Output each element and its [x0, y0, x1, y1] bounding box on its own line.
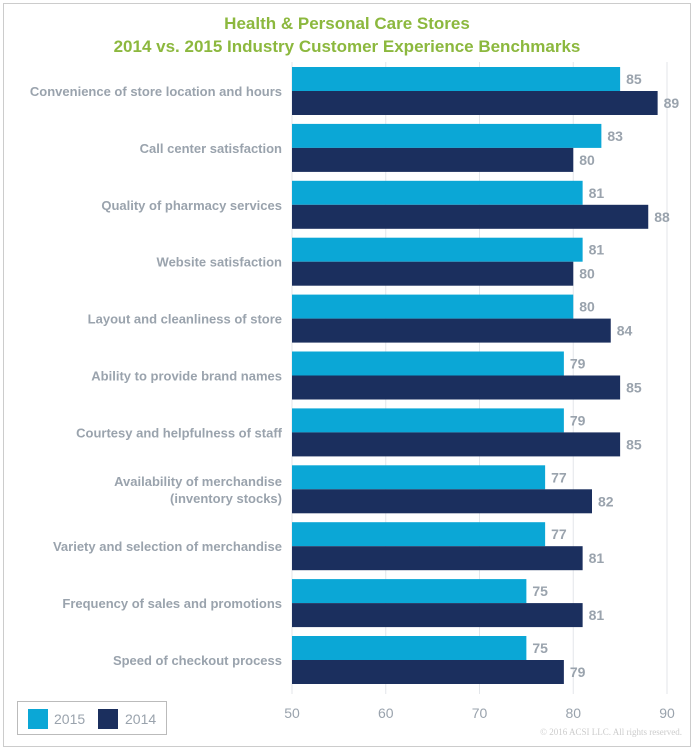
category-label: Layout and cleanliness of store	[88, 312, 282, 327]
legend-label-2015: 2015	[54, 711, 86, 727]
bar-2014	[292, 603, 583, 628]
x-tick-label: 90	[659, 705, 675, 721]
category-label: Availability of merchandise	[114, 474, 282, 489]
bar-2015	[292, 522, 546, 547]
x-tick-label: 60	[378, 705, 394, 721]
data-label-2015: 83	[607, 128, 623, 144]
legend-swatch-2015	[28, 709, 48, 729]
data-label-2014: 81	[589, 607, 605, 623]
data-label-2014: 80	[579, 266, 595, 282]
category-label: Speed of checkout process	[113, 653, 282, 668]
bar-2015	[292, 636, 527, 660]
category-label: Convenience of store location and hours	[30, 84, 282, 99]
bar-2015	[292, 237, 583, 262]
chart-title: Health & Personal Care Stores	[224, 14, 470, 33]
data-label-2014: 80	[579, 152, 595, 168]
bar-2014	[292, 375, 621, 400]
bar-2014	[292, 91, 658, 115]
data-label-2015: 79	[570, 412, 586, 428]
legend-swatch-2014	[98, 709, 118, 729]
data-label-2015: 77	[551, 526, 567, 542]
bar-2014	[292, 546, 583, 571]
bar-2014	[292, 261, 574, 286]
bar-2014	[292, 660, 564, 684]
data-label-2014: 79	[570, 664, 586, 680]
data-label-2015: 79	[570, 356, 586, 372]
data-label-2015: 75	[532, 583, 548, 599]
legend: 2015 2014	[17, 701, 167, 735]
bar-2014	[292, 489, 592, 514]
bar-2015	[292, 351, 564, 376]
category-label: Courtesy and helpfulness of staff	[76, 425, 283, 440]
bar-2015	[292, 294, 574, 319]
data-label-2015: 80	[579, 299, 595, 315]
data-label-2014: 89	[664, 95, 680, 111]
data-label-2015: 75	[532, 640, 548, 656]
category-label: Frequency of sales and promotions	[62, 596, 282, 611]
data-label-2014: 85	[626, 436, 642, 452]
category-label: Variety and selection of merchandise	[53, 539, 282, 554]
bar-2014	[292, 432, 621, 457]
data-label-2015: 81	[589, 185, 605, 201]
data-label-2014: 88	[654, 209, 670, 225]
x-tick-label: 70	[472, 705, 488, 721]
bar-2015	[292, 180, 583, 205]
category-label: Quality of pharmacy services	[101, 198, 282, 213]
copyright: © 2016 ACSI LLC. All rights reserved.	[540, 727, 682, 737]
x-tick-label: 80	[565, 705, 581, 721]
category-label: Call center satisfaction	[140, 141, 282, 156]
data-label-2014: 84	[617, 323, 633, 339]
bar-2015	[292, 408, 564, 433]
bar-2015	[292, 67, 621, 91]
data-label-2014: 81	[589, 550, 605, 566]
bar-2014	[292, 147, 574, 172]
x-tick-label: 50	[284, 705, 300, 721]
data-label-2014: 82	[598, 493, 614, 509]
data-label-2015: 81	[589, 242, 605, 258]
data-label-2015: 85	[626, 71, 642, 87]
category-label: Ability to provide brand names	[91, 369, 282, 384]
chart-subtitle: 2014 vs. 2015 Industry Customer Experien…	[113, 37, 581, 56]
data-label-2015: 77	[551, 469, 567, 485]
data-label-2014: 85	[626, 380, 642, 396]
bar-2015	[292, 465, 546, 490]
bar-2014	[292, 318, 611, 343]
bar-2015	[292, 123, 602, 148]
category-label: (inventory stocks)	[170, 491, 282, 506]
category-label: Website satisfaction	[157, 255, 283, 270]
bar-2014	[292, 204, 649, 229]
legend-label-2014: 2014	[125, 711, 157, 727]
bar-2015	[292, 579, 527, 604]
